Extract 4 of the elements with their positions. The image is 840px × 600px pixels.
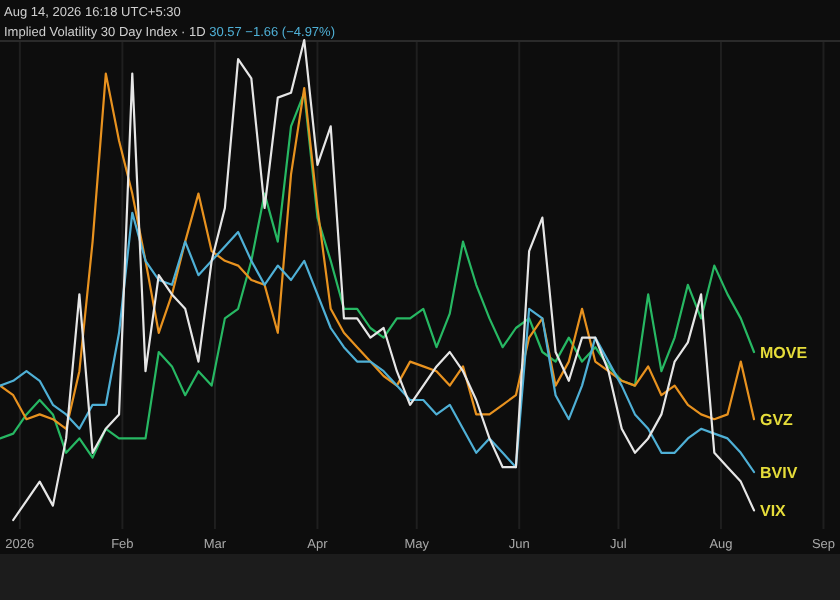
series-label: MOVE xyxy=(760,344,809,362)
series-label: BVIV xyxy=(760,464,799,482)
series-label: GVZ xyxy=(760,411,794,430)
series-label: VIX xyxy=(760,502,788,521)
